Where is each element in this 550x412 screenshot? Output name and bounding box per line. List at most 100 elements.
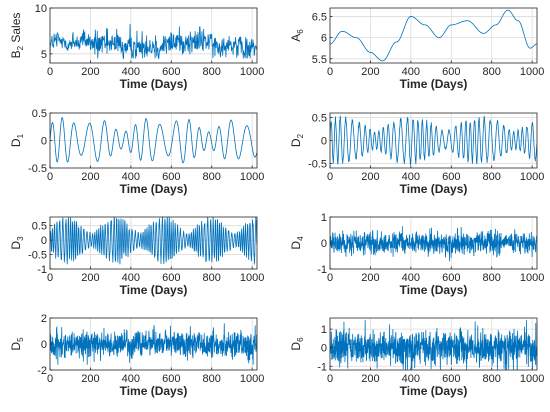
x-tick-label: 200 xyxy=(361,373,379,385)
x-tick-label: 1000 xyxy=(520,171,544,183)
series-line-d6 xyxy=(330,319,537,370)
x-tick-label: 600 xyxy=(442,66,460,78)
x-axis-label: Time (Days) xyxy=(400,182,468,196)
axes-frame xyxy=(49,7,258,64)
x-tick-label: 1000 xyxy=(520,272,544,284)
x-tick-label: 1000 xyxy=(240,171,264,183)
x-axis-label: Time (Days) xyxy=(120,384,188,398)
series-line-d2 xyxy=(330,115,537,166)
x-tick-label: 0 xyxy=(47,272,53,284)
y-tick-label: 0 xyxy=(321,238,327,250)
y-tick-label: 0.5 xyxy=(32,221,47,233)
y-tick-label: 6 xyxy=(321,33,327,45)
x-tick-label: 800 xyxy=(203,373,221,385)
x-tick-label: 400 xyxy=(402,272,420,284)
x-tick-label: 200 xyxy=(81,272,99,284)
y-tick-label: 0 xyxy=(41,136,47,148)
x-tick-label: 600 xyxy=(442,272,460,284)
y-tick-label: 0 xyxy=(321,343,327,355)
x-tick-label: 1000 xyxy=(240,272,264,284)
series-line-b2 xyxy=(50,23,257,60)
y-axis-label: A6 xyxy=(289,29,305,42)
x-tick-label: 400 xyxy=(122,171,140,183)
x-tick-label: 200 xyxy=(81,373,99,385)
x-tick-label: 800 xyxy=(483,171,501,183)
plot-area xyxy=(330,8,537,63)
subplot-b2: 0 200 400 600 800 1000 5 10 Time (Days) B2 Sales xyxy=(9,3,264,91)
x-tick-label: 0 xyxy=(327,66,333,78)
x-axis-label: Time (Days) xyxy=(120,77,188,91)
subplot-a6: 0 200 400 600 800 1000 5.5 6 6.5 Time (Days) A6 xyxy=(289,7,544,91)
x-tick-label: 600 xyxy=(162,171,180,183)
x-tick-label: 0 xyxy=(47,171,53,183)
y-tick-label: -0.5 xyxy=(308,158,327,170)
x-tick-label: 400 xyxy=(402,373,420,385)
x-tick-label: 400 xyxy=(122,373,140,385)
y-tick-label: 5 xyxy=(41,49,47,61)
y-tick-label: 0.5 xyxy=(312,113,327,125)
x-tick-label: 1000 xyxy=(520,66,544,78)
x-tick-label: 800 xyxy=(483,373,501,385)
series-line-d5 xyxy=(50,323,257,365)
y-tick-label: 0.5 xyxy=(32,108,47,120)
y-tick-label: 5.5 xyxy=(312,54,327,66)
x-tick-label: 1000 xyxy=(520,373,544,385)
y-tick-label: -1 xyxy=(317,264,327,276)
y-tick-label: -0.5 xyxy=(28,163,47,175)
x-tick-label: 200 xyxy=(81,171,99,183)
y-tick-label: -1 xyxy=(317,361,327,373)
y-axis-label: D6 xyxy=(289,337,305,351)
x-tick-label: 400 xyxy=(402,171,420,183)
y-tick-label: 0 xyxy=(41,339,47,351)
x-axis-label: Time (Days) xyxy=(120,283,188,297)
y-tick-label: -0.5 xyxy=(28,250,47,262)
x-tick-label: 200 xyxy=(361,171,379,183)
axes-frame xyxy=(329,317,538,371)
series-line-d4 xyxy=(330,226,537,262)
x-tick-label: 800 xyxy=(203,66,221,78)
x-tick-label: 600 xyxy=(442,373,460,385)
y-tick-label: 0 xyxy=(321,136,327,148)
y-tick-label: 1 xyxy=(321,212,327,224)
x-tick-label: 0 xyxy=(327,171,333,183)
x-tick-label: 400 xyxy=(122,66,140,78)
y-axis-label: D1 xyxy=(9,133,25,147)
series-line-d3 xyxy=(50,217,257,265)
axes-frame xyxy=(329,7,538,64)
series-line-a6 xyxy=(330,9,537,62)
x-tick-label: 800 xyxy=(203,272,221,284)
x-tick-label: 600 xyxy=(162,272,180,284)
x-tick-label: 200 xyxy=(361,272,379,284)
x-tick-label: 0 xyxy=(327,272,333,284)
y-tick-label: 6.5 xyxy=(312,11,327,23)
y-axis-label: B2 Sales xyxy=(9,13,25,59)
x-tick-label: 800 xyxy=(203,171,221,183)
y-tick-label: -2 xyxy=(37,365,47,377)
x-tick-label: 600 xyxy=(162,66,180,78)
x-tick-label: 1000 xyxy=(240,373,264,385)
y-axis-label: D5 xyxy=(9,337,25,351)
x-tick-label: 200 xyxy=(81,66,99,78)
x-tick-label: 800 xyxy=(483,272,501,284)
y-axis-label: D3 xyxy=(9,236,25,250)
x-tick-label: 600 xyxy=(442,171,460,183)
x-axis-label: Time (Days) xyxy=(400,283,468,297)
y-tick-label: 1 xyxy=(321,324,327,336)
x-tick-label: 0 xyxy=(47,373,53,385)
x-tick-label: 1000 xyxy=(240,66,264,78)
y-tick-label: -1 xyxy=(37,264,47,276)
x-tick-label: 400 xyxy=(402,66,420,78)
x-tick-label: 800 xyxy=(483,66,501,78)
x-axis-label: Time (Days) xyxy=(400,384,468,398)
series-line-d1 xyxy=(50,116,257,164)
x-axis-label: Time (Days) xyxy=(120,182,188,196)
x-tick-label: 0 xyxy=(47,66,53,78)
y-tick-label: 10 xyxy=(35,3,47,15)
x-tick-label: 0 xyxy=(327,373,333,385)
